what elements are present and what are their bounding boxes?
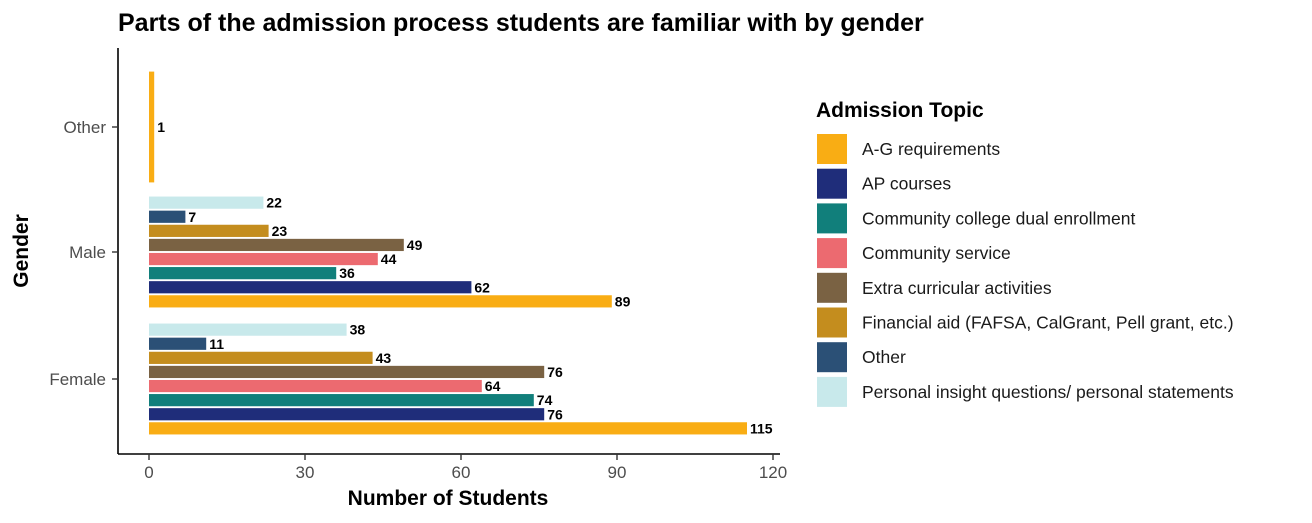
x-tick-label: 90 <box>608 463 627 482</box>
legend-label-personal-insight-questions-personal-statements: Personal insight questions/ personal sta… <box>862 382 1234 402</box>
x-ticks: 0 30 60 90 120 <box>144 454 787 482</box>
legend-swatch-community-service <box>817 238 847 269</box>
y-tick-label-other: Other <box>63 118 106 137</box>
legend-swatch-personal-insight-questions-personal-statements <box>817 376 847 407</box>
bars <box>149 71 747 435</box>
legend: Admission Topic A-G requirements AP cours… <box>816 99 1234 407</box>
y-axis-title: Gender <box>10 214 33 288</box>
bar-female-community-college-dual-enrollment <box>149 394 534 407</box>
bar-male-extra-curricular-activities <box>149 238 404 252</box>
bar-label-male-a-g-requirements: 89 <box>615 293 631 309</box>
bar-label-male-community-college-dual-enrollment: 36 <box>339 265 355 281</box>
legend-label-other: Other <box>862 347 906 367</box>
bar-label-female-financial-aid-fafsa-calgrant-pell-grant-etc: 43 <box>376 350 392 366</box>
bar-label-male-financial-aid-fafsa-calgrant-pell-grant-etc: 23 <box>272 223 288 239</box>
bar-male-community-college-dual-enrollment <box>149 267 337 280</box>
bar-female-financial-aid-fafsa-calgrant-pell-grant-etc <box>149 351 373 364</box>
legend-swatch-other <box>817 342 847 373</box>
bar-label-female-other: 11 <box>209 336 224 352</box>
bar-male-other <box>149 210 186 223</box>
legend-label-community-college-dual-enrollment: Community college dual enrollment <box>862 208 1135 228</box>
bar-female-extra-curricular-activities <box>149 365 545 379</box>
legend-label-community-service: Community service <box>862 243 1011 263</box>
bar-male-ap-courses <box>149 281 472 294</box>
chart-title: Parts of the admission process students … <box>118 9 924 37</box>
bar-label-other-a-g-requirements: 1 <box>157 119 165 135</box>
bar-male-financial-aid-fafsa-calgrant-pell-grant-etc <box>149 224 269 237</box>
x-tick-label: 0 <box>144 463 153 482</box>
legend-swatch-extra-curricular-activities <box>817 272 847 303</box>
bar-female-ap-courses <box>149 408 545 421</box>
legend-swatch-ap-courses <box>817 168 847 199</box>
y-tick-label-male: Male <box>69 243 106 262</box>
x-axis-title: Number of Students <box>348 487 549 510</box>
bar-label-male-ap-courses: 62 <box>474 279 490 295</box>
bar-female-personal-insight-questions-personal-statements <box>149 323 347 336</box>
bar-label-female-a-g-requirements: 115 <box>750 420 773 436</box>
x-tick-label: 30 <box>296 463 315 482</box>
bar-label-female-community-college-dual-enrollment: 74 <box>537 392 553 408</box>
legend-label-ap-courses: AP courses <box>862 174 951 194</box>
bar-female-a-g-requirements <box>149 422 747 435</box>
bar-label-female-ap-courses: 76 <box>547 406 563 422</box>
bar-label-female-personal-insight-questions-personal-statements: 38 <box>350 322 366 338</box>
bar-label-male-community-service: 44 <box>381 251 397 267</box>
y-tick-label-female: Female <box>49 370 106 389</box>
bar-male-personal-insight-questions-personal-statements <box>149 196 264 209</box>
bar-male-community-service <box>149 252 378 266</box>
legend-swatch-financial-aid-fafsa-calgrant-pell-grant-etc <box>817 307 847 338</box>
legend-items: A-G requirements AP courses Community coll… <box>817 134 1234 407</box>
x-tick-label: 120 <box>759 463 787 482</box>
legend-swatch-a-g-requirements <box>817 134 847 164</box>
bar-female-other <box>149 337 207 350</box>
legend-label-extra-curricular-activities: Extra curricular activities <box>862 278 1052 298</box>
bar-label-female-extra-curricular-activities: 76 <box>547 364 563 380</box>
legend-swatch-community-college-dual-enrollment <box>817 203 847 234</box>
legend-title: Admission Topic <box>816 99 984 122</box>
bar-female-community-service <box>149 379 482 393</box>
bar-male-a-g-requirements <box>149 295 612 308</box>
bar-label-male-personal-insight-questions-personal-statements: 22 <box>266 195 282 211</box>
legend-label-a-g-requirements: A-G requirements <box>862 139 1000 159</box>
bar-label-female-community-service: 64 <box>485 378 501 394</box>
legend-label-financial-aid-fafsa-calgrant-pell-grant-etc: Financial aid (FAFSA, CalGrant, Pell gra… <box>862 313 1234 333</box>
bar-label-male-extra-curricular-activities: 49 <box>407 237 423 253</box>
x-tick-label: 60 <box>452 463 471 482</box>
bar-other-a-g-requirements <box>149 71 155 183</box>
y-ticks: Female Male Other <box>49 118 118 389</box>
bar-label-male-other: 7 <box>188 209 196 225</box>
